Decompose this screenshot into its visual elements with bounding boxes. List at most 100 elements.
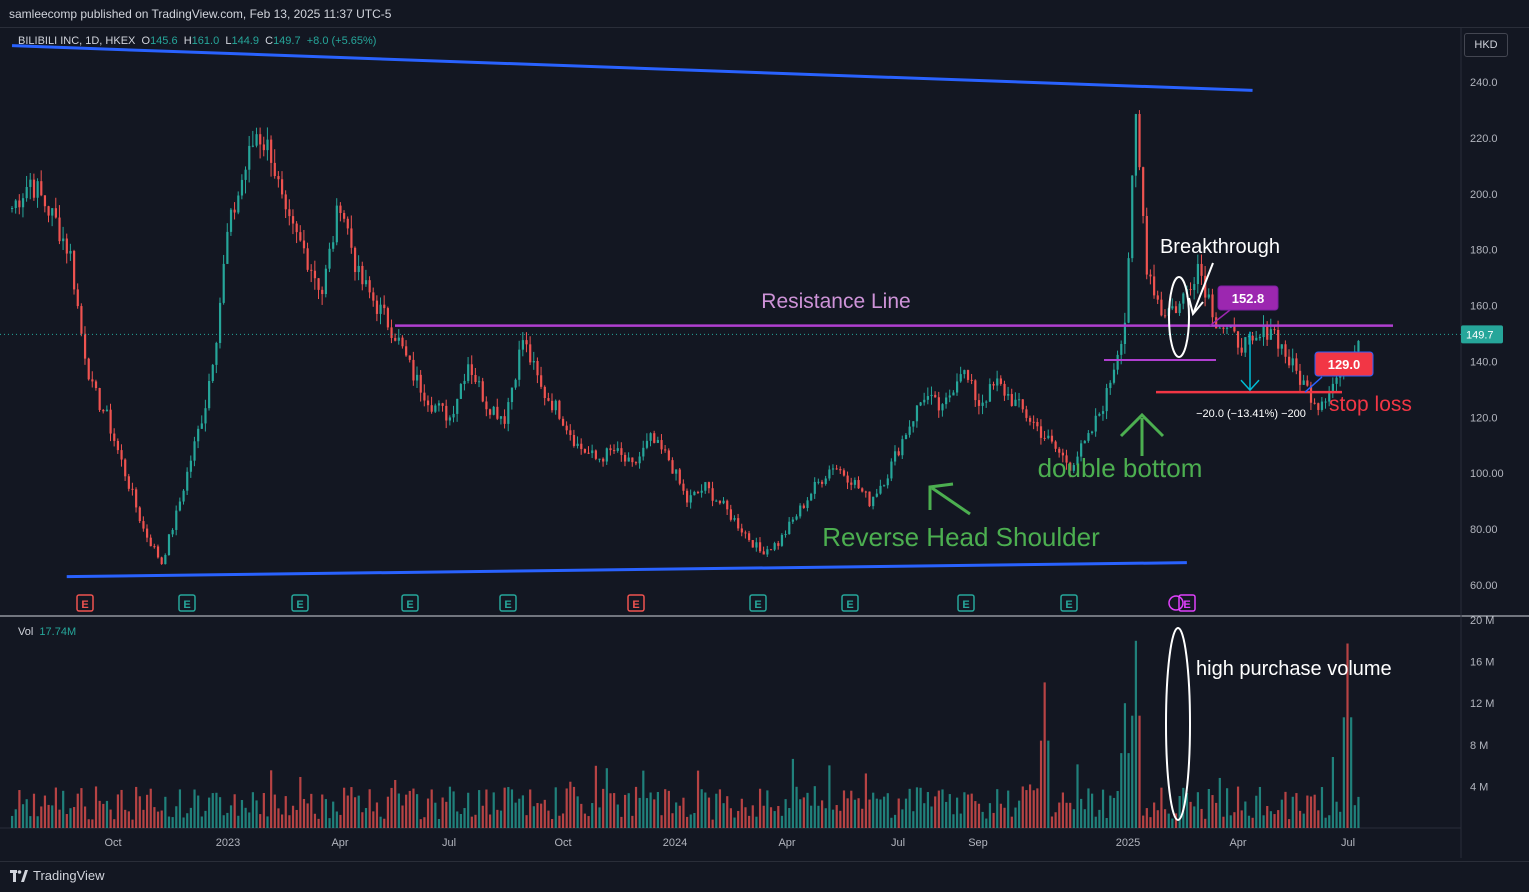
volume-bar xyxy=(996,789,999,828)
candle-body xyxy=(102,409,105,412)
volume-bar xyxy=(569,781,572,828)
earnings-marker[interactable]: E xyxy=(749,594,767,612)
volume-bar xyxy=(416,794,419,828)
volume-bar xyxy=(233,794,236,828)
candle-body xyxy=(696,491,700,493)
volume-bar xyxy=(302,798,306,828)
time-tick-label: Sep xyxy=(968,837,988,849)
earnings-marker[interactable]: E xyxy=(499,594,517,612)
volume-bar xyxy=(853,799,857,828)
candle-body xyxy=(270,139,273,163)
volume-bar xyxy=(525,815,528,828)
volume-bar xyxy=(328,818,331,828)
earnings-marker[interactable]: E xyxy=(76,594,94,612)
volume-bar xyxy=(726,796,729,828)
candle-body xyxy=(175,510,178,530)
volume-bar xyxy=(576,796,579,828)
candle-body xyxy=(737,518,740,529)
candle-body xyxy=(1174,306,1178,314)
resistance-price-label: 152.8 xyxy=(1232,291,1265,306)
volume-bar xyxy=(591,803,594,828)
volume-bar xyxy=(518,798,521,828)
candle-body xyxy=(1120,344,1123,355)
earnings-marker[interactable]: E xyxy=(401,594,419,612)
volume-bar xyxy=(178,789,182,828)
time-tick-label: Jul xyxy=(1341,837,1355,849)
candle-body xyxy=(1153,276,1156,296)
time-tick-label: 2025 xyxy=(1116,837,1140,849)
candle-body xyxy=(419,374,422,393)
currency-button[interactable]: HKD xyxy=(1464,33,1508,57)
volume-bar xyxy=(937,790,940,828)
candle-body xyxy=(707,482,711,489)
earnings-marker[interactable]: E xyxy=(627,594,645,612)
candle-body xyxy=(470,364,473,375)
volume-bar xyxy=(722,803,725,828)
candle-body xyxy=(846,475,849,483)
candle-body xyxy=(1240,347,1243,353)
candle-body xyxy=(915,405,919,422)
candle-body xyxy=(1149,274,1152,277)
earnings-marker[interactable]: E xyxy=(178,594,196,612)
candle-body xyxy=(554,400,557,411)
time-tick-label: Apr xyxy=(331,837,348,849)
volume-bar xyxy=(135,786,138,828)
volume-bar xyxy=(211,793,214,828)
candle-body xyxy=(1065,455,1068,463)
volume-bar xyxy=(623,794,627,828)
volume-bar xyxy=(200,816,203,828)
candle-body xyxy=(1320,401,1324,410)
candle-body xyxy=(441,403,444,406)
volume-tick-label: 12 M xyxy=(1470,698,1494,710)
candle-body xyxy=(897,451,900,456)
candle-body xyxy=(401,337,404,347)
volume-bar xyxy=(521,795,525,828)
price-tick-label: 60.00 xyxy=(1470,580,1498,592)
volume-bar xyxy=(883,796,886,828)
candle-body xyxy=(660,440,663,450)
volume-bar xyxy=(1120,753,1123,828)
high-value: 161.0 xyxy=(191,35,220,47)
tradingview-brand[interactable]: TradingView xyxy=(10,868,105,883)
candle-body xyxy=(682,483,685,491)
candle-body xyxy=(29,179,32,188)
earnings-marker[interactable]: E xyxy=(291,594,309,612)
candle-body xyxy=(565,425,568,431)
time-tick-label: 2023 xyxy=(216,837,240,849)
volume-bar xyxy=(478,790,481,828)
candle-body xyxy=(1131,175,1134,259)
volume-bar xyxy=(262,793,265,828)
volume-bar xyxy=(335,811,338,828)
earnings-marker[interactable]: E xyxy=(1060,594,1078,612)
volume-bar xyxy=(226,812,229,828)
candle-body xyxy=(197,428,200,442)
volume-bar xyxy=(146,794,149,828)
candle-body xyxy=(1306,380,1309,386)
volume-bar xyxy=(974,801,977,828)
symbol-name[interactable]: BILIBILI INC, 1D, HKEX xyxy=(18,35,136,47)
volume-bar xyxy=(565,788,568,828)
earnings-label: E xyxy=(754,599,761,611)
price-tick-label: 220.0 xyxy=(1470,133,1498,145)
earnings-marker[interactable]: E xyxy=(841,594,859,612)
earnings-marker[interactable]: E xyxy=(1178,594,1196,612)
volume-bar xyxy=(1255,795,1258,828)
candle-body xyxy=(616,448,619,451)
candle-body xyxy=(1091,431,1094,434)
volume-bar xyxy=(912,811,915,828)
volume-bar xyxy=(131,819,134,828)
candle-body xyxy=(729,509,732,520)
volume-bar xyxy=(1094,816,1097,828)
volume-bar xyxy=(605,768,608,828)
candle-body xyxy=(503,416,506,424)
volume-bar xyxy=(138,796,141,828)
earnings-marker[interactable]: E xyxy=(957,594,975,612)
candle-body xyxy=(740,528,743,533)
volume-bar xyxy=(788,808,791,828)
candle-body xyxy=(120,450,123,460)
candle-body xyxy=(1039,426,1043,438)
candle-body xyxy=(952,392,955,396)
volume-bar xyxy=(350,787,353,828)
earnings-label: E xyxy=(406,599,413,611)
